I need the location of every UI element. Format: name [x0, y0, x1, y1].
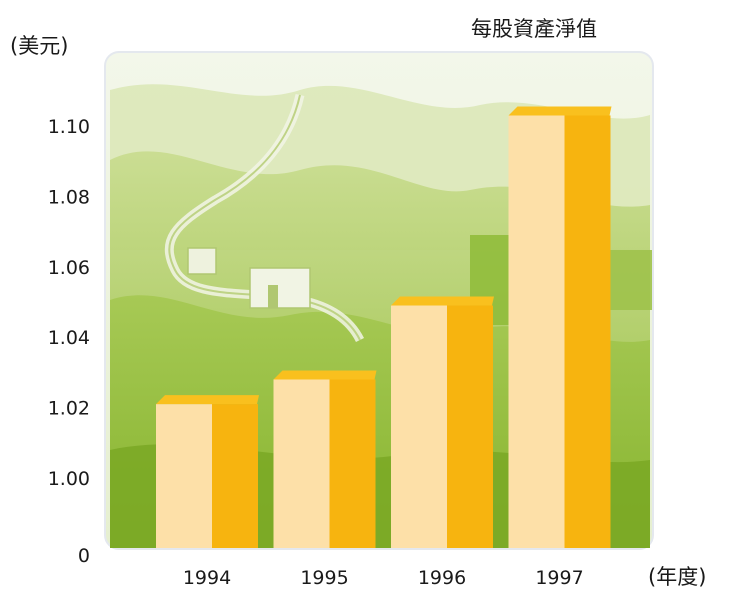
bar-face-dark	[329, 379, 376, 548]
bars-group	[156, 106, 612, 548]
bar-top-cap	[156, 395, 259, 405]
bar-1995	[273, 370, 377, 548]
y-tick-label: 1.08	[48, 186, 90, 208]
y-axis-label: (美元)	[10, 34, 68, 58]
bar-top-cap	[391, 296, 494, 306]
y-tick-label: 1.02	[48, 398, 90, 420]
y-tick-label: 1.04	[48, 327, 90, 349]
bar-top-cap	[273, 370, 377, 380]
x-axis: 1994 1995 1996 1997	[183, 567, 584, 589]
bar-face-light	[391, 305, 447, 548]
bar-1997	[508, 106, 612, 548]
y-tick-label: 1.06	[48, 257, 90, 279]
y-tick-label: 1.10	[48, 116, 90, 138]
x-tick-label: 1996	[418, 567, 466, 589]
bar-face-dark	[447, 305, 493, 548]
x-tick-label: 1994	[183, 567, 231, 589]
bar-face-dark	[564, 115, 611, 548]
bar-top-cap	[508, 106, 612, 116]
y-tick-label: 1.00	[48, 468, 90, 490]
x-tick-label: 1997	[535, 567, 583, 589]
x-tick-label: 1995	[300, 567, 348, 589]
bar-face-light	[508, 115, 565, 548]
bar-face-dark	[212, 404, 258, 548]
y-tick-label: 0	[78, 545, 90, 567]
chart-title: 每股資產淨值	[471, 17, 597, 41]
y-axis: 0 1.00 1.02 1.04 1.06 1.08 1.10	[48, 116, 90, 567]
bar-face-light	[273, 379, 330, 548]
bar-1994	[156, 395, 259, 548]
bar-face-light	[156, 404, 212, 548]
bar-1996	[391, 296, 494, 548]
x-axis-label: (年度)	[648, 565, 706, 589]
